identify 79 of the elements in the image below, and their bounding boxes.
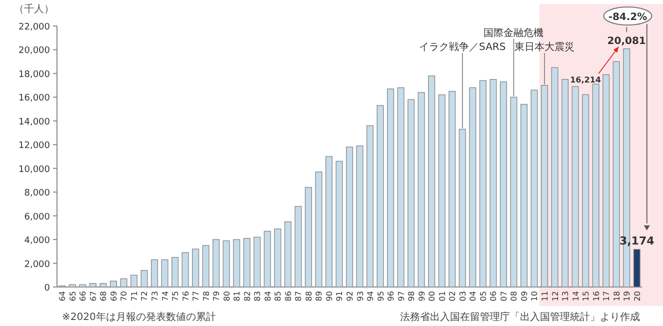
x-tick-label: 16 — [592, 291, 601, 302]
x-tick-label: 19 — [622, 291, 632, 302]
x-tick-label: 98 — [407, 291, 416, 302]
x-tick-label: 71 — [130, 291, 139, 302]
x-tick-label: 20 — [632, 291, 642, 302]
x-tick-label: 13 — [561, 291, 570, 302]
x-tick-label: 75 — [171, 291, 180, 302]
x-tick-label: 96 — [386, 291, 396, 302]
x-tick-label: 64 — [58, 291, 68, 302]
x-tick-label: 03 — [458, 291, 468, 302]
y-tick-label: 12,000 — [18, 141, 50, 152]
y-tick-label: 18,000 — [18, 70, 50, 80]
y-tick-label: 8,000 — [24, 188, 50, 199]
x-tick-label: 69 — [109, 291, 118, 302]
x-tick-label: 77 — [192, 291, 201, 302]
y-tick-label: 2,000 — [24, 260, 50, 270]
x-tick-label: 65 — [68, 291, 78, 302]
y-tick-label: 20,000 — [18, 46, 50, 56]
x-tick-label: 78 — [202, 291, 211, 302]
event-note: イラク戦争／SARS — [419, 42, 506, 129]
y-tick-label: 14,000 — [18, 117, 50, 128]
y-axis-title: （千人） — [14, 3, 54, 15]
x-tick-label: 93 — [356, 291, 365, 302]
data-label: 16,214 — [570, 76, 602, 85]
x-tick-label: 07 — [499, 291, 508, 302]
y-tick-label: 22,000 — [18, 22, 50, 32]
x-tick-label: 92 — [346, 291, 354, 302]
x-tick-label: 90 — [324, 291, 334, 302]
x-tick-label: 18 — [612, 291, 622, 302]
x-tick-label: 82 — [242, 291, 252, 302]
x-tick-label: 74 — [160, 291, 170, 302]
x-tick-label: 02 — [448, 291, 458, 302]
text: ※2020年は月報の発表数値の累計 — [62, 311, 216, 323]
y-tick-label: 6,000 — [24, 212, 50, 222]
x-tick-label: 89 — [314, 291, 324, 302]
x-tick-label: 12 — [550, 291, 560, 302]
x-tick-label: 66 — [78, 291, 88, 302]
y-tick-label: 0 — [44, 284, 50, 294]
x-tick-label: 11 — [540, 291, 550, 302]
x-tick-label: 88 — [304, 291, 314, 302]
annotation: 国際金融危機 — [484, 27, 544, 39]
x-tick-label: 76 — [181, 291, 190, 302]
x-tick-label: 70 — [120, 291, 129, 302]
data-label: 20,081 — [607, 36, 646, 47]
x-tick-label: 06 — [489, 291, 498, 302]
x-tick-label: 99 — [417, 291, 426, 302]
x-tick-label: 01 — [438, 291, 447, 302]
x-tick-label: 72 — [140, 291, 150, 302]
x-tick-label: 85 — [274, 291, 283, 302]
x-tick-label: 73 — [150, 291, 160, 302]
x-tick-label: 17 — [602, 291, 612, 302]
x-tick-label: 15 — [582, 291, 591, 302]
x-tick-label: 95 — [376, 291, 386, 302]
x-tick-label: 79 — [212, 291, 222, 302]
x-tick-label: 86 — [284, 291, 293, 302]
x-tick-label: 83 — [253, 291, 262, 302]
x-tick-label: 91 — [335, 291, 344, 302]
x-tick-label: 97 — [396, 291, 406, 302]
x-tick-label: 10 — [530, 291, 540, 302]
x-tick-label: 08 — [510, 291, 519, 302]
x-tick-label: 84 — [263, 291, 272, 302]
change-callout: -84.2% — [603, 6, 652, 32]
y-tick-label: 4,000 — [24, 236, 50, 246]
y-tick-label: 10,000 — [18, 164, 50, 175]
x-tick-label: 14 — [571, 291, 580, 302]
x-tick-label: 67 — [88, 291, 98, 302]
annotation: イラク戦争／SARS — [419, 41, 506, 53]
annotation: 東日本大震災 — [514, 41, 574, 53]
x-tick-label: 09 — [520, 291, 529, 302]
x-tick-label: 80 — [222, 291, 232, 302]
x-tick-label: 81 — [232, 291, 242, 302]
x-tick-label: 94 — [366, 291, 376, 302]
x-tick-label: 00 — [428, 291, 437, 302]
y-tick-label: 16,000 — [18, 94, 50, 104]
x-tick-label: 04 — [468, 291, 478, 302]
x-tick-label: 68 — [99, 291, 108, 302]
x-tick-label: 05 — [478, 291, 488, 302]
text: 法務省出入国在留管理庁「出入国管理統計」より作成 — [400, 311, 640, 323]
x-tick-label: 87 — [294, 291, 304, 302]
